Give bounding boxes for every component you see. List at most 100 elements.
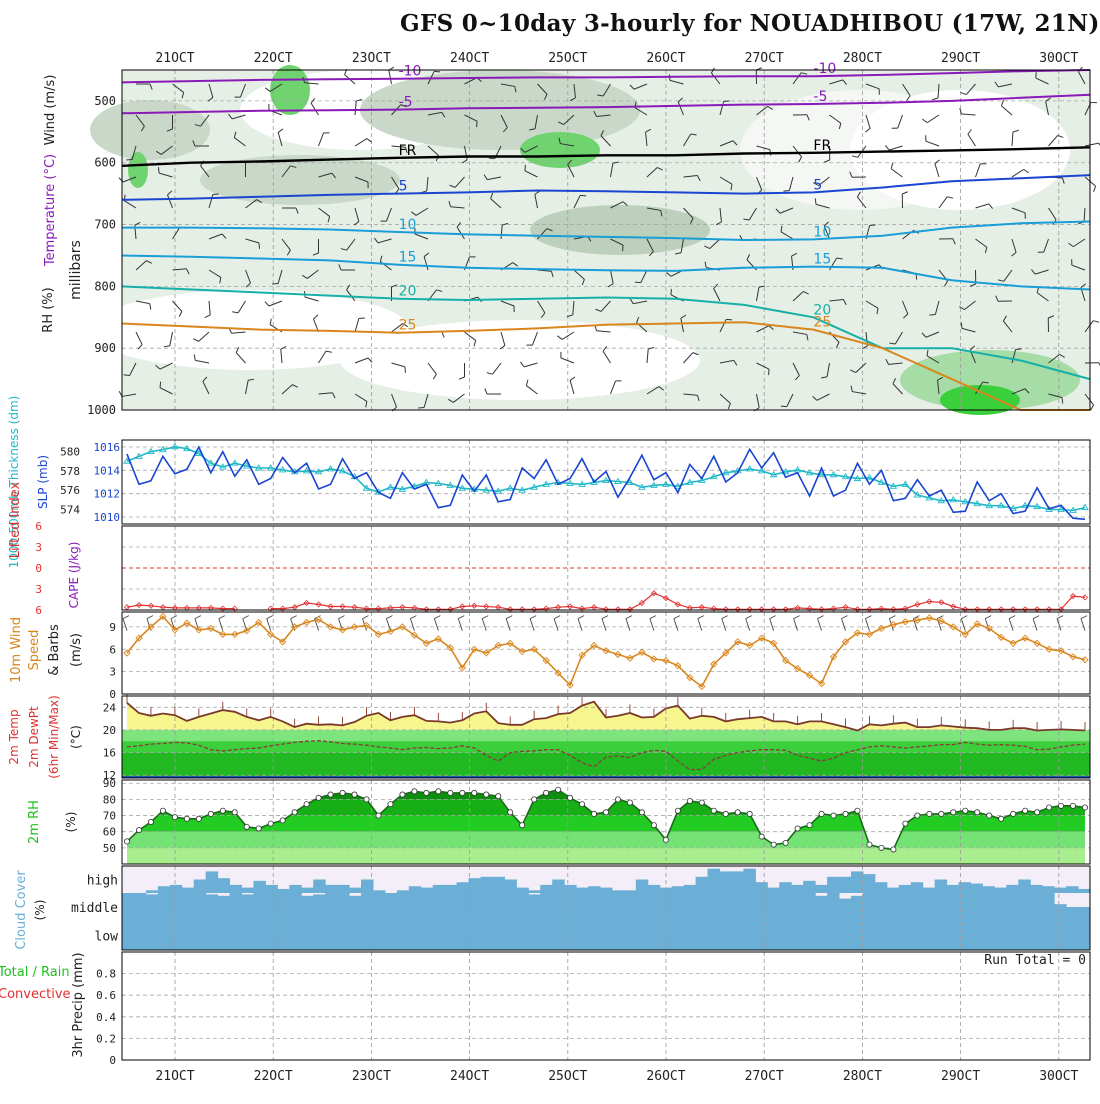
cloud-bar-low — [265, 921, 277, 950]
rh-point — [1035, 810, 1040, 815]
cloud-bar-middle — [158, 893, 170, 921]
lifted-index-tick-label: 6 — [35, 520, 42, 533]
rh-point — [184, 816, 189, 821]
precip-tick-label: 0.4 — [96, 1011, 116, 1024]
rh-point — [316, 795, 321, 800]
rh-point — [879, 845, 884, 850]
cloud-bar-low — [994, 921, 1006, 950]
cloud-bar-low — [755, 921, 767, 950]
rh-point — [999, 816, 1004, 821]
axis-label-temp-units: (°C) — [69, 725, 83, 749]
wind-barb — [870, 225, 876, 226]
surface-wind-barb — [434, 616, 440, 619]
cloud-bar-high — [743, 869, 755, 893]
cloud-bar-middle — [242, 894, 254, 921]
isotherm-label: -10 — [399, 64, 422, 80]
cloud-bar-low — [935, 921, 947, 950]
cloud-bar-low — [170, 921, 182, 950]
precip-tick-label: 0.6 — [96, 989, 116, 1002]
thickness-tick-label: 580 — [60, 446, 80, 459]
cloud-bar-high — [242, 888, 254, 893]
isotherm-label: -5 — [813, 89, 827, 105]
isotherm-label: 15 — [399, 250, 417, 266]
surface-wind-barb — [1057, 616, 1063, 619]
cloud-layer-label: low — [95, 930, 119, 945]
cloud-bar-low — [206, 921, 218, 950]
cloud-bar-high — [1078, 889, 1090, 893]
wind-barb — [259, 243, 260, 249]
cloud-bar-high — [600, 888, 612, 893]
rh-point — [400, 792, 405, 797]
cloud-bar-middle — [827, 893, 839, 921]
temp-band-deep — [122, 753, 1090, 778]
wind-speed-tick-label: 0 — [109, 688, 116, 701]
cloud-bar-high — [1054, 888, 1066, 893]
wind-barb — [1094, 186, 1096, 192]
rh-shading — [90, 100, 210, 160]
surface-wind-barb — [626, 619, 630, 631]
isotherm-label: 10 — [399, 217, 417, 233]
cloud-bar-middle — [994, 893, 1006, 921]
rh-point — [1058, 803, 1063, 808]
surface-wind-barb — [865, 619, 869, 631]
cloud-bar-middle — [720, 893, 732, 921]
cloud-bar-low — [815, 921, 827, 950]
rh-point — [304, 802, 309, 807]
cloud-bar-middle — [731, 893, 743, 921]
cloud-bar-high — [528, 890, 540, 893]
cloud-bar-middle — [373, 893, 385, 921]
date-tick-label-bottom: 22OCT — [254, 1069, 293, 1084]
cloud-bar-middle — [170, 893, 182, 921]
cloud-bar-low — [708, 921, 720, 950]
cloud-bar-high — [206, 871, 218, 893]
slp-line — [127, 447, 1085, 519]
surface-wind-barb — [937, 616, 943, 619]
cloud-bar-middle — [1066, 907, 1078, 921]
cloud-bar-low — [445, 921, 457, 950]
cloud-bar-low — [146, 921, 158, 950]
cloud-bar-high — [648, 885, 660, 893]
cloud-bar-low — [409, 921, 421, 950]
rh-point — [556, 787, 561, 792]
cloud-bar-low — [887, 921, 899, 950]
rh-tick-label: 90 — [103, 777, 116, 790]
rh-point — [807, 823, 812, 828]
cloud-bar-high — [779, 882, 791, 893]
isotherm-label: -5 — [399, 95, 413, 111]
rh-point — [735, 810, 740, 815]
cloud-bar-middle — [481, 893, 493, 921]
cloud-bar-low — [242, 921, 254, 950]
cloud-bar-high — [767, 888, 779, 893]
rh-tick-label: 60 — [103, 826, 116, 839]
cloud-bar-low — [182, 921, 194, 950]
cloud-bar-middle — [564, 893, 576, 921]
surface-wind-barb — [482, 619, 486, 631]
isotherm-label: 25 — [813, 315, 831, 331]
precip-panel-frame — [122, 952, 1090, 1060]
surface-wind-barb — [506, 619, 510, 631]
lifted-index-tick-label: 6 — [35, 604, 42, 617]
cloud-bar-high — [576, 888, 588, 893]
date-tick-label-bottom: 29OCT — [941, 1069, 980, 1084]
surface-wind-barb — [1009, 619, 1013, 631]
surface-wind-barb — [434, 619, 438, 631]
cloud-bar-middle — [684, 893, 696, 921]
wind-barb — [405, 367, 406, 373]
cloud-bar-high — [672, 886, 684, 893]
cloud-bar-middle — [1054, 904, 1066, 921]
cloud-bar-low — [684, 921, 696, 950]
surface-wind-barb — [482, 616, 488, 619]
cloud-bar-low — [1042, 921, 1054, 950]
surface-wind-barb — [195, 616, 201, 619]
lifted-index-tick-label: 3 — [35, 583, 42, 596]
cloud-bar-middle — [552, 893, 564, 921]
date-tick-label-top: 25OCT — [548, 51, 587, 66]
cloud-bar-low — [743, 921, 755, 950]
cloud-bar-low — [337, 921, 349, 950]
surface-wind-barb — [147, 616, 153, 619]
thickness-tick-label: 576 — [60, 484, 80, 497]
lifted-index-line — [127, 605, 235, 609]
cloud-bar-low — [1054, 921, 1066, 950]
cloud-bar-low — [767, 921, 779, 950]
cloud-bar-middle — [636, 893, 648, 921]
